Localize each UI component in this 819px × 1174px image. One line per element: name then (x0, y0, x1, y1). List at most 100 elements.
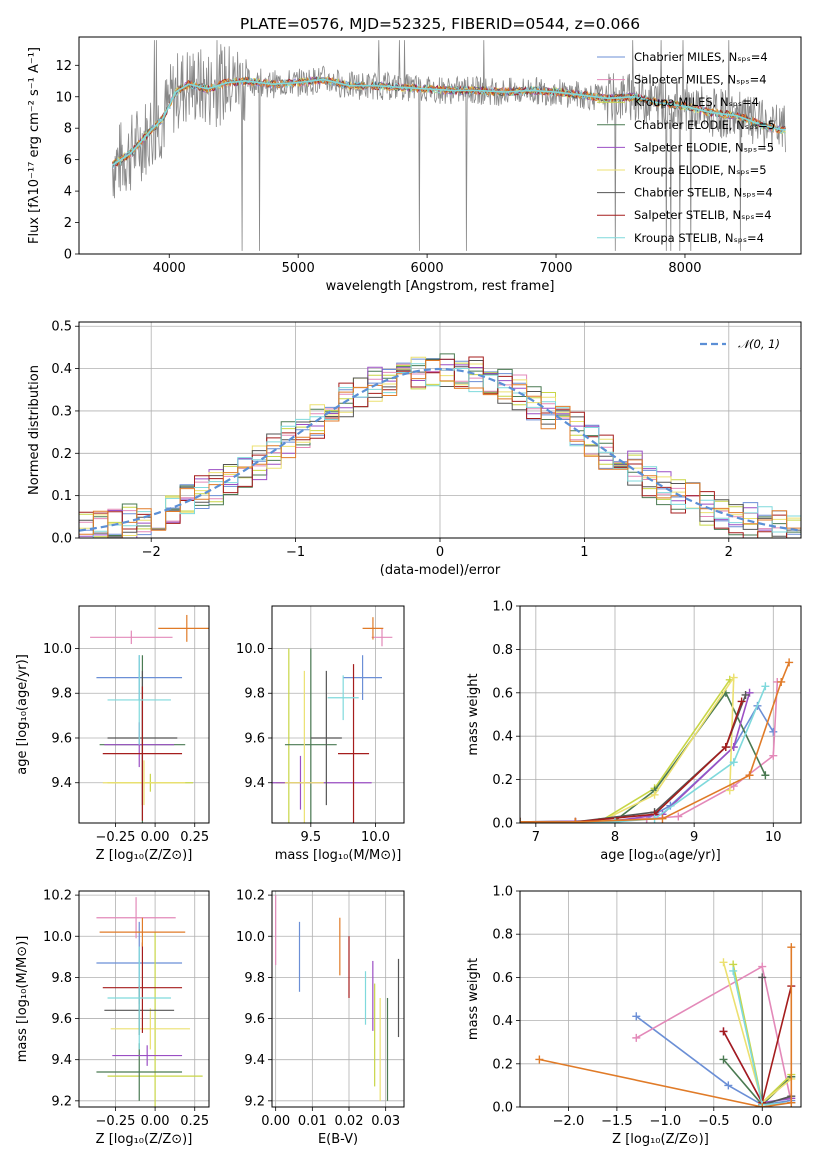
x-tick-label: 7 (532, 830, 540, 845)
legend-label: Salpeter MILES, Nₛₚₛ=4 (634, 73, 767, 87)
axes-frame (519, 890, 802, 1108)
legend-label: Chabrier MILES, Nₛₚₛ=4 (634, 50, 768, 64)
y-tick-label: 0.4 (492, 1014, 513, 1029)
normal-distribution-curve (79, 367, 801, 532)
y-tick-label: 1.0 (492, 885, 513, 900)
point-marker (610, 817, 619, 823)
panel-age-vs-Z: −0.25 0.00 0.25 9.4 9.6 9.8 10.0 Z [log₁₀(Z/Z⊙)… (15, 605, 210, 863)
y-tick-label: 9.8 (244, 971, 265, 986)
y-tick-label: 4 (64, 185, 72, 200)
y-tick-label: 0 (64, 248, 72, 263)
y-tick-label: 0.4 (492, 730, 513, 745)
model-spectrum-line (112, 78, 786, 166)
point-marker (769, 751, 778, 760)
x-tick-label: 10.0 (361, 830, 390, 845)
point-marker (571, 817, 580, 823)
y-axis-label: Flux [fλ10⁻¹⁷ erg cm⁻² s⁻¹ A⁻¹] (27, 47, 42, 244)
point-marker (729, 758, 738, 767)
point-marker (674, 812, 683, 821)
x-axis-label: E(B-V) (318, 1132, 358, 1147)
point-marker (745, 771, 754, 780)
y-tick-label: 0.2 (51, 447, 72, 462)
y-tick-label: 0.6 (492, 971, 513, 986)
x-tick-label: 2 (725, 545, 733, 560)
series-line (520, 674, 735, 823)
x-tick-label: 4000 (153, 261, 186, 276)
y-tick-label: 9.6 (244, 731, 265, 746)
y-tick-label: 8 (64, 122, 72, 137)
panel-mass-vs-Z: −0.25 0.00 0.25 9.2 9.4 9.6 9.8 10.0 10.2 Z [log₁… (15, 889, 210, 1147)
y-tick-label: 0.4 (51, 362, 72, 377)
y-tick-label: 9.2 (51, 1094, 72, 1109)
point-marker (719, 1055, 728, 1064)
x-tick-label: 8000 (668, 261, 701, 276)
point-marker (520, 817, 524, 823)
y-tick-label: 10.0 (43, 642, 72, 657)
point-marker (729, 966, 738, 975)
y-tick-label: 0.2 (492, 773, 513, 788)
y-tick-label: 9.4 (51, 776, 72, 791)
x-tick-label: 10 (765, 830, 782, 845)
y-tick-label: 10.2 (236, 889, 265, 904)
y-tick-label: 9.4 (244, 776, 265, 791)
point-marker (719, 958, 728, 967)
y-axis-label: age [log₁₀(age/yr)] (15, 654, 30, 775)
x-tick-label: 9.5 (300, 830, 321, 845)
legend-label: Chabrier ELODIE, Nₛₚₛ=5 (634, 118, 775, 132)
point-marker (535, 1055, 544, 1064)
axes-frame (271, 890, 405, 1108)
y-tick-label: 0.0 (51, 532, 72, 547)
y-axis-label: Normed distribution (27, 365, 42, 495)
y-tick-label: 10.0 (236, 642, 265, 657)
point-marker (769, 727, 778, 736)
plot-area (90, 614, 209, 823)
axes-frame (78, 321, 802, 539)
x-tick-label: 0.00 (261, 1114, 290, 1129)
x-axis-label: (data-model)/error (380, 563, 501, 578)
residual-histogram-step (79, 360, 801, 538)
y-tick-label: 9.8 (244, 687, 265, 702)
point-marker (761, 682, 770, 691)
y-tick-label: 10.0 (236, 930, 265, 945)
x-tick-label: −0.25 (96, 1114, 136, 1129)
point-marker (785, 658, 794, 667)
y-tick-label: 0.8 (492, 928, 513, 943)
point-marker (729, 673, 738, 682)
x-tick-label: −1.0 (650, 1114, 682, 1129)
x-tick-label: 0.00 (141, 1114, 170, 1129)
model-spectrum-line (112, 76, 786, 166)
x-tick-label: 0.25 (180, 830, 209, 845)
y-tick-label: 9.8 (51, 687, 72, 702)
axes-frame (78, 36, 802, 255)
series-line (520, 662, 790, 823)
plots-layer: 4000 5000 6000 7000 8000024681012wavelength … (15, 36, 802, 1147)
panel-age-vs-mass: 9.5 10.0 9.4 9.6 9.8 10.0 mass [log₁₀(M/M⊙)] (236, 605, 405, 863)
x-tick-label: 0.00 (141, 830, 170, 845)
series-line (520, 685, 767, 823)
axes-frame (78, 890, 210, 1108)
y-tick-label: 2 (64, 216, 72, 231)
series-line (539, 947, 793, 1107)
y-tick-label: 9.6 (51, 731, 72, 746)
x-tick-label: 9 (690, 830, 698, 845)
x-tick-label: −0.5 (698, 1114, 730, 1129)
x-tick-label: −1 (286, 545, 305, 560)
x-tick-label: 1 (580, 545, 588, 560)
point-marker (725, 786, 734, 795)
point-marker (632, 1033, 641, 1042)
x-axis-label: mass [log₁₀(M/M⊙)] (275, 848, 402, 863)
panel-weight-vs-age: 7 8 9 10 0.0 0.2 0.4 0.6 0.8 1.0 age [log₁₀(age/yr… (466, 600, 802, 863)
plot-area (79, 353, 801, 538)
plot-area (272, 617, 393, 823)
point-marker (758, 1103, 767, 1107)
series-line (520, 691, 767, 823)
series-line (722, 1031, 792, 1104)
y-tick-label: 9.4 (51, 1053, 72, 1068)
plot-area (96, 897, 203, 1107)
plot-area (112, 40, 786, 251)
point-marker (650, 790, 659, 799)
plot-area (520, 658, 794, 823)
y-tick-label: 9.8 (51, 971, 72, 986)
x-axis-label: Z [log₁₀(Z/Z⊙)] (96, 848, 193, 863)
x-tick-label: −0.25 (96, 830, 136, 845)
